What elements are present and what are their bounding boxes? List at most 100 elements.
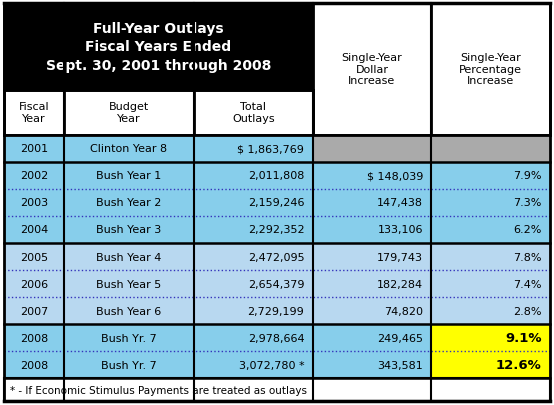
Text: 2,292,352: 2,292,352 — [248, 225, 304, 235]
Text: 2001: 2001 — [20, 144, 48, 154]
Bar — [4, 297, 64, 324]
Text: 2008: 2008 — [20, 333, 48, 343]
Text: 343,581: 343,581 — [377, 360, 423, 370]
Text: 3,072,780 *: 3,072,780 * — [239, 360, 304, 370]
Bar — [4, 243, 64, 271]
Text: * - If Economic Stimulus Payments are treated as outlays: * - If Economic Stimulus Payments are tr… — [10, 385, 307, 395]
Text: 2.8%: 2.8% — [513, 306, 542, 316]
Text: Bush Year 2: Bush Year 2 — [96, 198, 161, 208]
Bar — [4, 190, 64, 216]
Bar — [194, 352, 312, 378]
Text: $ 148,039: $ 148,039 — [367, 171, 423, 181]
Bar — [194, 91, 312, 135]
Bar — [64, 190, 194, 216]
Text: Single-Year
Dollar
Increase: Single-Year Dollar Increase — [342, 53, 402, 86]
Text: Fiscal
Year: Fiscal Year — [18, 102, 49, 124]
Text: Full-Year Outlays
Fiscal Years Ended
Sept. 30, 2001 through 2008: Full-Year Outlays Fiscal Years Ended Sep… — [45, 22, 271, 72]
Text: Bush Year 3: Bush Year 3 — [96, 225, 161, 235]
Bar — [312, 216, 432, 243]
Text: 182,284: 182,284 — [377, 279, 423, 289]
Text: Bush Yr. 7: Bush Yr. 7 — [101, 360, 157, 370]
Text: 2,729,199: 2,729,199 — [248, 306, 304, 316]
Bar — [432, 243, 550, 271]
Bar — [432, 297, 550, 324]
Text: 2003: 2003 — [20, 198, 48, 208]
Text: 2,978,664: 2,978,664 — [248, 333, 304, 343]
Bar — [4, 162, 64, 190]
Bar — [4, 378, 550, 401]
Text: Bush Yr. 7: Bush Yr. 7 — [101, 333, 157, 343]
Bar — [312, 190, 432, 216]
Bar — [312, 135, 432, 162]
Text: 2004: 2004 — [20, 225, 48, 235]
Bar — [432, 271, 550, 297]
Bar — [312, 324, 432, 352]
Bar — [432, 190, 550, 216]
Bar — [4, 135, 64, 162]
Bar — [432, 352, 550, 378]
Bar — [432, 162, 550, 190]
Text: 7.4%: 7.4% — [513, 279, 542, 289]
Text: 12.6%: 12.6% — [496, 358, 542, 371]
Bar — [4, 324, 64, 352]
Bar — [312, 243, 432, 271]
Bar — [194, 135, 312, 162]
Text: Bush Year 5: Bush Year 5 — [96, 279, 161, 289]
Text: $ 1,863,769: $ 1,863,769 — [238, 144, 304, 154]
Bar — [432, 4, 550, 135]
Text: Total
Outlays: Total Outlays — [232, 102, 275, 124]
Bar — [312, 4, 432, 135]
Text: 179,743: 179,743 — [377, 252, 423, 262]
Bar — [64, 91, 194, 135]
Bar — [64, 271, 194, 297]
Text: Clinton Year 8: Clinton Year 8 — [90, 144, 167, 154]
Text: 2005: 2005 — [20, 252, 48, 262]
Text: 147,438: 147,438 — [377, 198, 423, 208]
Text: 2008: 2008 — [20, 360, 48, 370]
Bar — [4, 352, 64, 378]
Text: 74,820: 74,820 — [384, 306, 423, 316]
Bar — [4, 271, 64, 297]
Text: 7.8%: 7.8% — [513, 252, 542, 262]
Bar — [432, 135, 550, 162]
Text: 2002: 2002 — [20, 171, 48, 181]
Bar — [194, 190, 312, 216]
Bar — [4, 91, 64, 135]
Text: 2007: 2007 — [20, 306, 48, 316]
Bar — [64, 297, 194, 324]
Bar — [432, 324, 550, 352]
Text: 6.2%: 6.2% — [514, 225, 542, 235]
Bar — [432, 216, 550, 243]
Text: Bush Year 4: Bush Year 4 — [96, 252, 161, 262]
Bar — [64, 243, 194, 271]
Text: 2,654,379: 2,654,379 — [248, 279, 304, 289]
Bar — [194, 243, 312, 271]
Text: 2006: 2006 — [20, 279, 48, 289]
Text: 133,106: 133,106 — [377, 225, 423, 235]
Bar — [4, 4, 312, 91]
Text: 9.1%: 9.1% — [505, 331, 542, 344]
Text: Single-Year
Percentage
Increase: Single-Year Percentage Increase — [459, 53, 522, 86]
Bar — [194, 324, 312, 352]
Text: 7.9%: 7.9% — [513, 171, 542, 181]
Bar — [64, 324, 194, 352]
Bar — [194, 216, 312, 243]
Bar — [64, 352, 194, 378]
Bar — [64, 216, 194, 243]
Bar — [312, 352, 432, 378]
Text: 249,465: 249,465 — [377, 333, 423, 343]
Text: Budget
Year: Budget Year — [109, 102, 149, 124]
Bar — [312, 162, 432, 190]
Bar — [312, 297, 432, 324]
Bar — [194, 162, 312, 190]
Bar — [312, 271, 432, 297]
Text: 2,159,246: 2,159,246 — [248, 198, 304, 208]
Text: Bush Year 6: Bush Year 6 — [96, 306, 161, 316]
Bar — [194, 271, 312, 297]
Bar — [194, 297, 312, 324]
Bar — [64, 135, 194, 162]
Text: 7.3%: 7.3% — [514, 198, 542, 208]
Bar — [64, 162, 194, 190]
Text: 2,472,095: 2,472,095 — [248, 252, 304, 262]
Text: Bush Year 1: Bush Year 1 — [96, 171, 161, 181]
